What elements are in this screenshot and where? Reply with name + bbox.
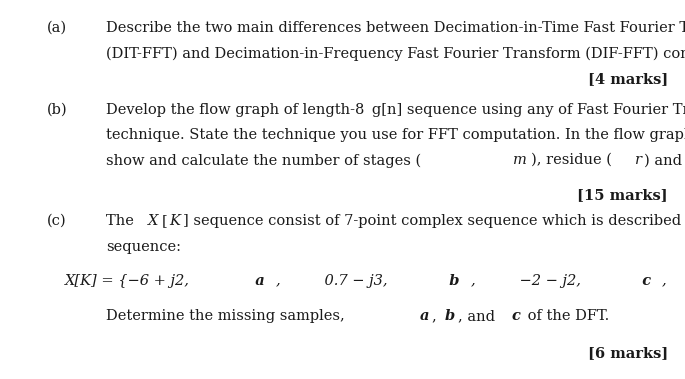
Text: (DIT-FFT) and Decimation-in-Frequency Fast Fourier Transform (DIF-FFT) computati: (DIT-FFT) and Decimation-in-Frequency Fa… bbox=[106, 46, 685, 61]
Text: ), residue (: ), residue ( bbox=[531, 153, 612, 167]
Text: [4 marks]: [4 marks] bbox=[588, 72, 668, 86]
Text: ,: , bbox=[432, 309, 442, 323]
Text: r: r bbox=[635, 153, 642, 167]
Text: ,   0.7 − j3,: , 0.7 − j3, bbox=[276, 274, 388, 288]
Text: ,   j4 };0 ≤ K ≤ 6: , j4 };0 ≤ K ≤ 6 bbox=[662, 274, 685, 288]
Text: Develop the flow graph of length-8  g[n] sequence using any of Fast Fourier Tran: Develop the flow graph of length-8 g[n] … bbox=[106, 102, 685, 117]
Text: (b): (b) bbox=[47, 102, 67, 116]
Text: , and: , and bbox=[458, 309, 499, 323]
Text: Describe the two main differences between Decimation-in-Time Fast Fourier Transf: Describe the two main differences betwee… bbox=[106, 21, 685, 35]
Text: ,   −2 − j2,: , −2 − j2, bbox=[471, 274, 581, 288]
Text: m: m bbox=[513, 153, 527, 167]
Text: The: The bbox=[106, 214, 138, 228]
Text: c: c bbox=[512, 309, 521, 323]
Text: (a): (a) bbox=[47, 21, 66, 35]
Text: [: [ bbox=[162, 214, 167, 228]
Text: Determine the missing samples,: Determine the missing samples, bbox=[106, 309, 349, 323]
Text: show and calculate the number of stages (: show and calculate the number of stages … bbox=[106, 153, 421, 168]
Text: ) and weight (: ) and weight ( bbox=[644, 153, 685, 168]
Text: c: c bbox=[613, 274, 651, 288]
Text: ] sequence consist of 7-point complex sequence which is described in following: ] sequence consist of 7-point complex se… bbox=[183, 214, 685, 228]
Text: technique. State the technique you use for FFT computation. In the flow graph, c: technique. State the technique you use f… bbox=[106, 128, 685, 142]
Text: X[K] = {−6 + j2,: X[K] = {−6 + j2, bbox=[65, 274, 190, 288]
Text: X: X bbox=[148, 214, 158, 228]
Text: a: a bbox=[420, 309, 429, 323]
Text: (c): (c) bbox=[47, 214, 66, 228]
Text: b: b bbox=[445, 309, 455, 323]
Text: b: b bbox=[420, 274, 460, 288]
Text: a: a bbox=[226, 274, 265, 288]
Text: [15 marks]: [15 marks] bbox=[577, 188, 668, 202]
Text: K: K bbox=[169, 214, 179, 228]
Text: [6 marks]: [6 marks] bbox=[588, 346, 668, 360]
Text: sequence:: sequence: bbox=[106, 240, 181, 254]
Text: of the DFT.: of the DFT. bbox=[523, 309, 609, 323]
